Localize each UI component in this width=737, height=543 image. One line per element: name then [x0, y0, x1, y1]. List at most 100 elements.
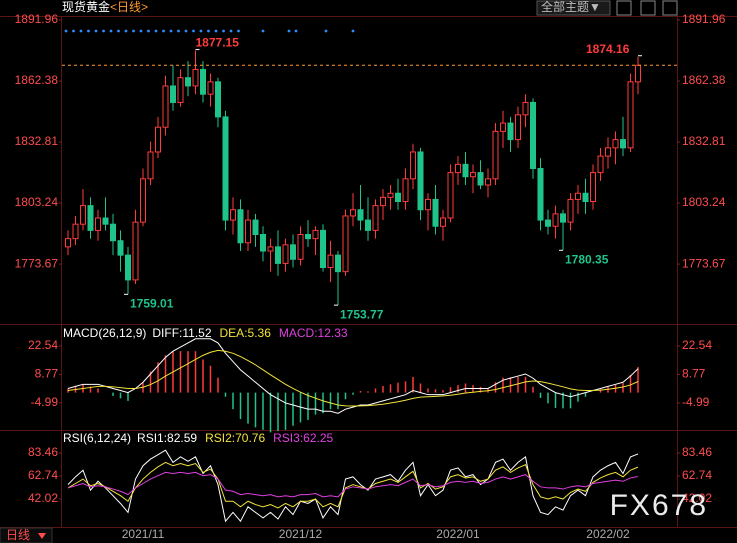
indicator-line [67, 349, 639, 407]
legend-entry: DEA:5.36 [220, 326, 272, 340]
signal-dot [124, 29, 128, 33]
candle-body [320, 229, 326, 269]
icon-close[interactable] [662, 0, 678, 16]
macd-bar [314, 392, 317, 415]
y-tick-label: 62.74 [682, 468, 712, 482]
candle-body [185, 77, 191, 87]
candle-body [305, 234, 311, 240]
signal-dot [184, 29, 188, 33]
candle-body [365, 219, 371, 231]
indicator-line [67, 461, 639, 509]
candle-body [312, 229, 319, 240]
candle-body [140, 178, 146, 223]
panel-title: RSI(6,12,24) [63, 431, 131, 445]
theme-button-label[interactable]: 全部主题▼ [541, 0, 601, 14]
candle-body [560, 213, 566, 223]
period-button-label[interactable]: 日线 [6, 528, 30, 542]
macd-bar [202, 359, 204, 393]
macd-bar [97, 388, 99, 393]
candle-body [387, 192, 394, 198]
y-tick-label: 1773.67 [15, 256, 59, 270]
period-button[interactable]: 日线 [0, 527, 53, 543]
candle-body [515, 114, 521, 141]
candle-body [290, 244, 296, 260]
macd-bar [622, 383, 624, 393]
macd-bar [149, 371, 152, 393]
candle-body [612, 139, 619, 149]
macd-bar [352, 392, 354, 395]
macd-bar [554, 392, 557, 408]
macd-bar [367, 391, 369, 393]
macd-bar [584, 392, 587, 397]
candle-body [417, 151, 424, 211]
macd-bar [412, 376, 414, 393]
signal-dot [72, 29, 75, 33]
candle-body [275, 246, 281, 264]
signal-dot [177, 29, 180, 33]
candle-body [432, 198, 439, 227]
candle-body [87, 205, 94, 231]
legend-entry: MACD:12.33 [279, 326, 348, 340]
signal-dot [162, 29, 165, 33]
candle-body [447, 172, 454, 219]
legend-entry: RSI3:62.25 [273, 431, 333, 445]
signal-dot [109, 29, 113, 33]
candle-body [132, 221, 139, 281]
candle-body [567, 198, 574, 223]
macd-bar [577, 392, 579, 402]
macd-bar [127, 392, 129, 401]
candle-body [372, 205, 379, 231]
macd-bar [344, 392, 347, 400]
macd-bar [194, 351, 197, 393]
signal-dot [237, 29, 240, 33]
candle-body [297, 234, 304, 260]
candle-body [545, 219, 551, 227]
macd-bar [532, 386, 534, 393]
y-tick-label: 83.46 [682, 445, 712, 459]
candle-body [200, 68, 206, 95]
macd-bar [187, 351, 189, 393]
candle-body [507, 122, 514, 141]
macd-bar [247, 392, 249, 424]
watermark: FX678 [610, 489, 708, 522]
y-tick-label: 22.54 [682, 338, 712, 352]
macd-bar [637, 367, 639, 393]
y-tick-label: 42.02 [682, 491, 712, 505]
candle-body [230, 209, 236, 221]
icon-grid[interactable] [616, 0, 632, 16]
candle-body [110, 223, 116, 242]
candle-body [267, 246, 274, 252]
candle-body [635, 64, 641, 83]
button-frame [536, 0, 611, 16]
macd-bar [179, 351, 182, 393]
y-tick-label: 22.54 [28, 338, 58, 352]
candle-body [402, 178, 409, 202]
icon-layout[interactable] [640, 0, 656, 16]
candle-body [222, 116, 229, 221]
macd-bar [382, 385, 384, 393]
macd-bar [457, 385, 459, 393]
signal-dot [87, 29, 90, 33]
candle-body [462, 163, 469, 178]
macd-bar [494, 382, 497, 393]
x-tick-label: 2021/12 [279, 527, 323, 541]
macd-bar [449, 387, 452, 393]
period-title: <日线> [110, 0, 148, 14]
y-tick-label: 1832.81 [682, 134, 726, 148]
candle-body [170, 85, 176, 103]
y-tick-label: 1773.67 [682, 256, 726, 270]
candle-body [252, 219, 259, 236]
candle-body [342, 215, 349, 273]
candle-body [552, 213, 559, 227]
candle-body [207, 81, 214, 95]
candle-body [597, 155, 604, 174]
macd-bar [517, 376, 519, 393]
signal-dot [147, 29, 150, 33]
signal-dot [207, 29, 210, 33]
macd-bar [374, 388, 377, 393]
signal-dot [139, 29, 143, 33]
theme-button[interactable]: 全部主题▼ [536, 0, 611, 16]
candle-body [380, 196, 386, 207]
